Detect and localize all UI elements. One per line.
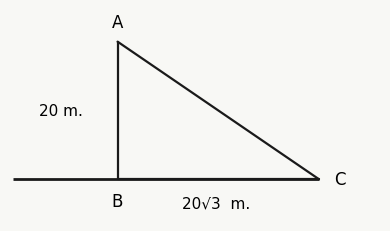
Text: A: A [112, 14, 123, 32]
Text: C: C [333, 170, 345, 188]
Text: 20 m.: 20 m. [39, 103, 83, 119]
Text: 20√3  m.: 20√3 m. [182, 196, 250, 211]
Text: B: B [112, 192, 123, 210]
